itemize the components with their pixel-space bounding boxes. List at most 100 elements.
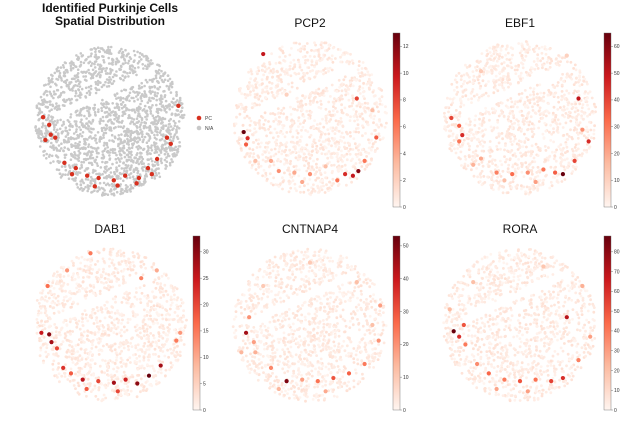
low-expression-point [298,185,302,189]
na-cell-point [79,63,83,67]
low-expression-point [512,139,516,143]
low-expression-point [572,67,575,70]
low-expression-point [278,147,281,151]
na-cell-point [125,108,128,112]
na-cell-point [143,92,147,95]
expression-point [350,173,355,178]
low-expression-point [64,363,67,366]
low-expression-point [505,57,509,61]
na-cell-point [121,146,124,150]
low-expression-point [473,118,477,122]
low-expression-point [328,120,331,123]
na-cell-point [170,112,174,115]
low-expression-point [536,53,540,57]
na-cell-point [75,98,78,102]
low-expression-point [67,274,70,278]
na-cell-point [122,53,125,57]
low-expression-point [514,170,517,173]
na-cell-point [109,69,113,73]
na-cell-point [178,98,182,102]
low-expression-point [354,130,358,134]
low-expression-point [585,125,588,129]
na-cell-point [34,126,37,129]
na-cell-point [101,98,104,102]
na-cell-point [136,136,140,139]
low-expression-point [169,347,172,351]
na-cell-point [69,64,73,68]
low-expression-point [146,302,150,305]
na-cell-point [129,122,132,125]
low-expression-point [503,81,507,84]
low-expression-point [552,157,556,161]
na-cell-point [110,129,113,132]
na-cell-point [42,154,46,157]
na-cell-point [102,119,105,123]
low-expression-point [482,116,486,120]
low-expression-point [157,276,161,279]
low-expression-point [328,66,332,70]
na-cell-point [70,60,73,63]
low-expression-point [572,165,575,169]
low-expression-point [311,187,315,191]
low-expression-point [301,45,305,48]
na-cell-point [140,160,144,163]
low-expression-point [458,98,462,102]
na-cell-point [45,129,48,132]
low-expression-point [318,122,322,126]
na-cell-point [47,114,51,117]
na-cell-point [89,54,93,58]
na-cell-point [96,57,99,60]
low-expression-point [252,103,256,107]
low-expression-point [348,171,351,175]
low-expression-point [239,107,243,111]
low-expression-point [84,296,88,300]
na-cell-point [179,115,182,119]
na-cell-point [136,126,139,129]
low-expression-point [252,155,255,159]
expression-point [457,139,462,144]
low-expression-point [273,140,277,144]
na-cell-point [136,130,139,134]
low-expression-point [285,69,289,73]
low-expression-point [341,160,344,163]
low-expression-point [348,176,352,180]
low-expression-point [587,133,591,137]
low-expression-point [510,100,514,104]
low-expression-point [551,111,555,115]
na-cell-point [143,90,146,93]
na-cell-point [153,177,157,180]
na-cell-point [119,98,122,102]
low-expression-point [325,89,329,93]
low-expression-point [561,72,564,76]
low-expression-point [465,66,469,69]
low-expression-point [249,152,253,155]
low-expression-point [528,177,532,180]
low-expression-point [557,63,561,67]
low-expression-point [496,181,500,185]
low-expression-point [594,105,597,109]
na-cell-point [145,141,149,144]
low-expression-point [168,313,172,317]
low-expression-point [523,100,527,104]
na-cell-point [138,125,142,129]
low-expression-point [160,274,164,278]
na-cell-point [106,149,110,153]
low-expression-point [126,321,130,324]
na-cell-point [97,108,100,111]
low-expression-point [357,64,361,67]
low-expression-point [263,175,267,178]
low-expression-point [479,172,483,175]
low-expression-point [304,59,307,62]
na-cell-point [123,151,126,155]
na-cell-point [154,115,158,119]
na-cell-point [156,145,159,148]
na-cell-point [176,99,179,102]
low-expression-point [375,123,378,127]
low-expression-point [76,381,80,385]
na-cell-point [125,159,129,163]
low-expression-point [286,73,290,76]
legend-marker [196,115,202,121]
colorbar-tick-label: 4 [403,151,406,157]
low-expression-point [287,190,291,194]
expression-point [354,96,359,101]
